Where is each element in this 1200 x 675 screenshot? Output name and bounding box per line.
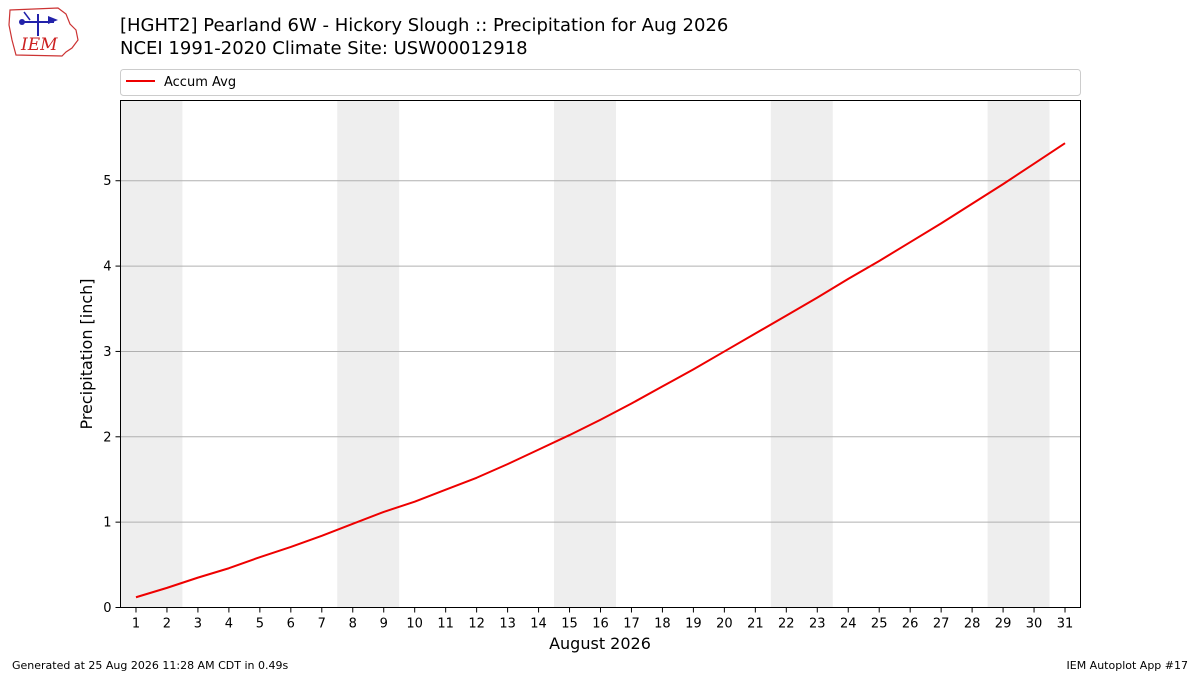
x-tick-label: 12 [468, 617, 485, 632]
app-label: IEM Autoplot App #17 [1067, 659, 1189, 672]
x-tick-label: 10 [406, 617, 423, 632]
y-tick-label: 1 [103, 516, 111, 531]
x-tick-label: 24 [840, 617, 857, 632]
x-tick-label: 13 [499, 617, 516, 632]
chart-subtitle: NCEI 1991-2020 Climate Site: USW00012918 [120, 38, 528, 59]
weekend-band [337, 100, 400, 608]
y-tick-label: 2 [103, 430, 111, 445]
x-tick-label: 25 [871, 617, 888, 632]
y-axis-label: Precipitation [inch] [77, 278, 96, 429]
generated-timestamp: Generated at 25 Aug 2026 11:28 AM CDT in… [12, 659, 288, 672]
x-tick-label: 20 [716, 617, 733, 632]
x-tick-label: 17 [623, 617, 640, 632]
x-axis-label: August 2026 [549, 634, 651, 653]
x-tick-label: 8 [349, 617, 357, 632]
x-tick-label: 19 [685, 617, 702, 632]
series-line-accum-avg [135, 142, 1066, 599]
y-tick-label: 5 [103, 174, 111, 189]
x-tick-label: 1 [132, 617, 140, 632]
x-tick-label: 27 [933, 617, 950, 632]
series-layer [135, 142, 1066, 599]
x-tick-label: 11 [437, 617, 454, 632]
weather-station-icon [19, 11, 58, 36]
x-tick-label: 5 [256, 617, 264, 632]
x-tick-label: 2 [163, 617, 171, 632]
legend: Accum Avg [120, 69, 1081, 96]
iowa-outline-icon [8, 7, 79, 57]
x-tick-label: 15 [561, 617, 578, 632]
x-tick-label: 26 [902, 617, 919, 632]
x-tick-label: 21 [747, 617, 764, 632]
y-axis-ticks: 0 1 2 3 4 5 [103, 174, 121, 616]
weekend-bands [120, 100, 1050, 608]
y-tick-label: 0 [103, 601, 111, 616]
x-tick-label: 4 [225, 617, 233, 632]
x-tick-label: 9 [380, 617, 388, 632]
x-tick-label: 28 [964, 617, 981, 632]
x-tick-label: 29 [995, 617, 1012, 632]
x-tick-label: 23 [809, 617, 826, 632]
y-tick-label: 4 [103, 260, 111, 275]
legend-box [120, 69, 1081, 96]
weekend-band [554, 100, 616, 608]
iem-logo: IEM [8, 7, 79, 57]
x-tick-label: 7 [318, 617, 326, 632]
x-tick-label: 30 [1026, 617, 1043, 632]
x-axis-ticks: 1 2 3 4 5 6 7 8 9 10 11 12 13 14 15 16 17 18 19 20 21 22 23 24 2… [132, 607, 1074, 632]
logo-text: IEM [20, 35, 58, 55]
x-tick-label: 14 [530, 617, 547, 632]
weekend-band [770, 100, 833, 608]
weekend-band [987, 100, 1050, 608]
x-tick-label: 6 [287, 617, 295, 632]
x-tick-label: 3 [194, 617, 202, 632]
x-tick-label: 22 [778, 617, 795, 632]
x-tick-label: 18 [654, 617, 671, 632]
legend-label-accum-avg: Accum Avg [164, 75, 236, 90]
gridlines [120, 180, 1081, 523]
x-tick-label: 16 [592, 617, 609, 632]
x-tick-label: 31 [1057, 617, 1074, 632]
y-tick-label: 3 [103, 345, 111, 360]
chart-title: [HGHT2] Pearland 6W - Hickory Slough :: … [120, 15, 728, 36]
weekend-band [120, 100, 183, 608]
